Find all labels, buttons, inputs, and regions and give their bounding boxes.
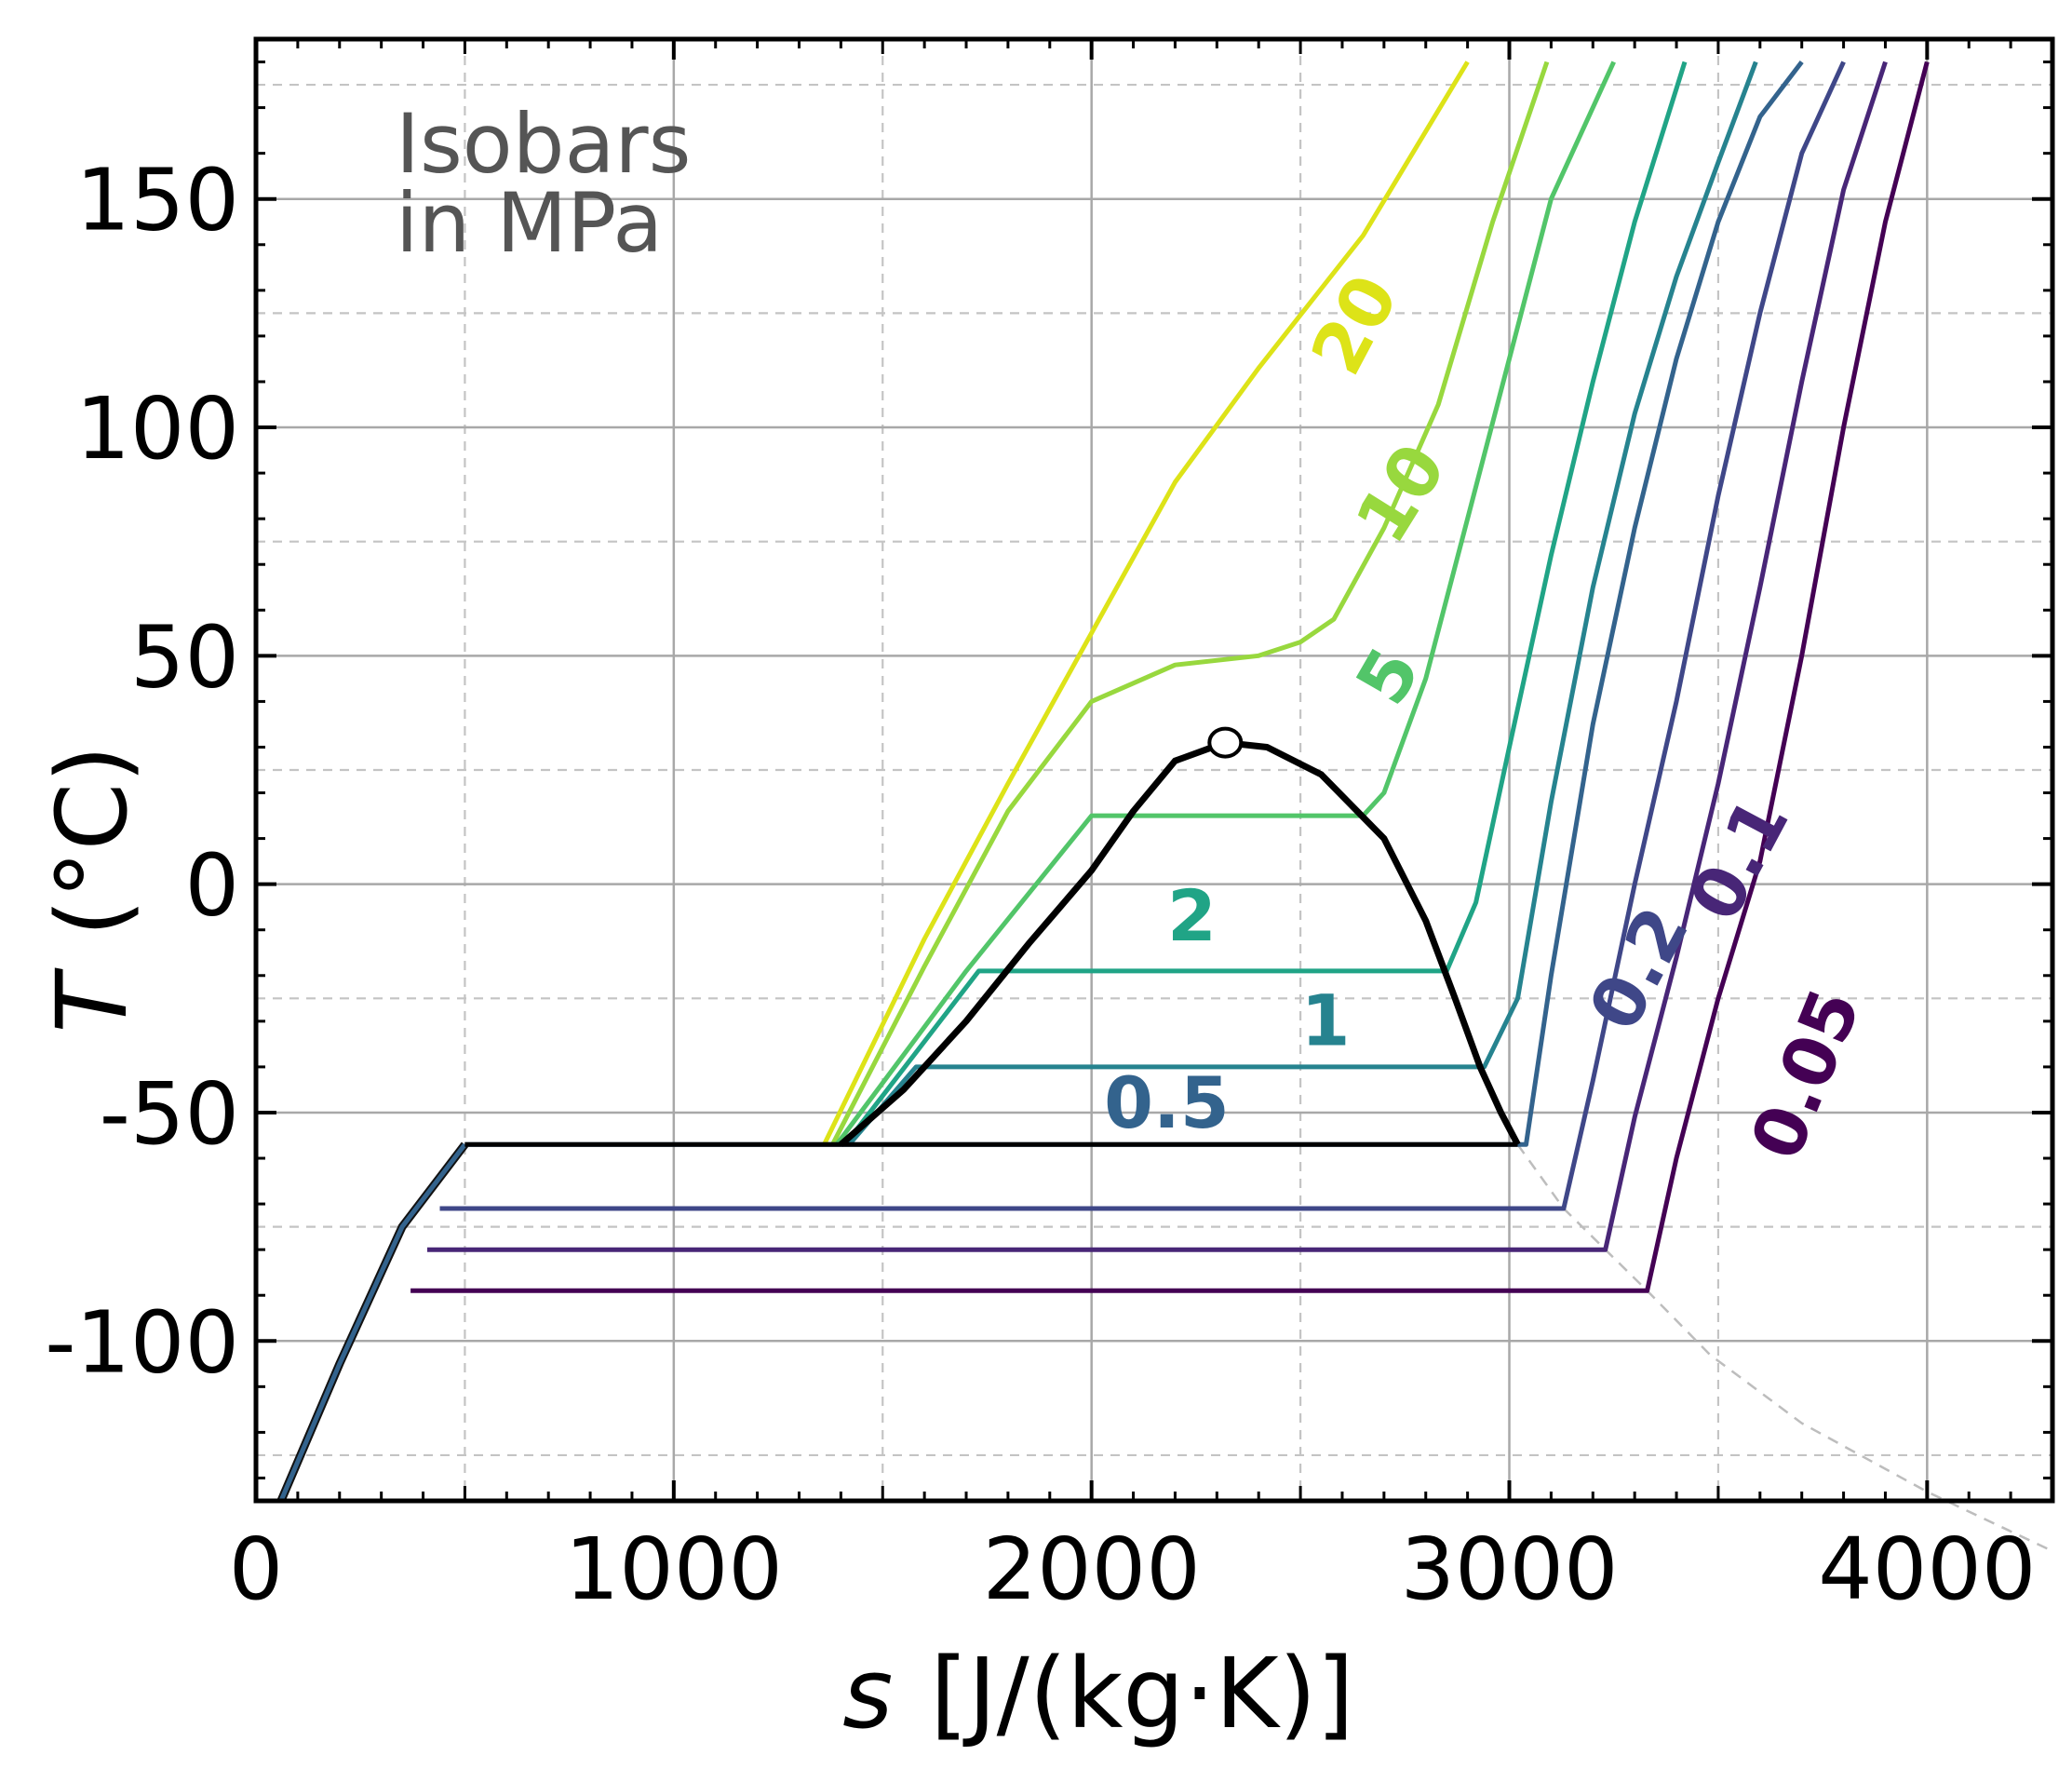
y-axis-title: T (°C)	[35, 745, 149, 1033]
isobar-line-10	[830, 61, 1550, 1146]
isobar-line-0.05	[410, 61, 1930, 1293]
x-tick-label: 0	[229, 1519, 284, 1619]
y-tick-label: -100	[45, 1292, 239, 1392]
x-tick-label: 4000	[1818, 1519, 2036, 1619]
x-axis-title: s [J/(kg·K)]	[842, 1637, 1354, 1750]
y-axis-symbol: T	[35, 967, 149, 1033]
y-tick-label: 0	[184, 836, 239, 936]
axis-ticks: 0 1000 2000 3000 4000 -100 -50 0 50 100 150	[45, 39, 2054, 1619]
saturation-dome	[276, 726, 1521, 1503]
isobar-label-0.1: 0.1	[1673, 784, 1805, 934]
isobars-note-line1: Isobars	[396, 96, 691, 192]
plot-frame	[253, 36, 2055, 1504]
isobar-line-2	[842, 61, 1688, 1146]
y-tick-label: -50	[100, 1064, 239, 1164]
isobar-series	[410, 60, 1930, 1293]
x-tick-label: 2000	[983, 1519, 1201, 1619]
melting-line	[278, 1142, 467, 1502]
isobars-note-line2: in MPa	[396, 175, 663, 271]
isobar-line-0.1	[427, 61, 1888, 1252]
isobar-label-0.5: 0.5	[1104, 1061, 1230, 1144]
isobar-line-20	[822, 61, 1470, 1146]
isobar-label-10: 10	[1339, 429, 1462, 557]
y-tick-label: 100	[75, 379, 239, 479]
isobar-label-5: 5	[1339, 634, 1436, 718]
y-tick-label: 150	[75, 151, 239, 250]
isobar-line-1	[847, 61, 1758, 1146]
grid-layer	[254, 39, 2052, 1501]
isobar-label-1: 1	[1301, 979, 1351, 1062]
y-tick-label: 50	[130, 607, 239, 707]
isobar-line-0.2	[439, 61, 1846, 1211]
x-tick-label: 3000	[1400, 1519, 1618, 1619]
x-axis-unit: [J/(kg·K)]	[930, 1637, 1354, 1750]
x-tick-label: 1000	[565, 1519, 783, 1619]
isobar-label-20: 20	[1295, 262, 1414, 387]
saturation-dome-line	[839, 739, 1521, 1147]
x-axis-symbol: s	[842, 1637, 893, 1750]
y-axis-unit: (°C)	[35, 745, 149, 937]
critical-point-marker	[1207, 726, 1244, 759]
isobar-label-2: 2	[1167, 874, 1217, 957]
isobar-line-5	[834, 61, 1616, 1146]
melting-line-outline	[276, 1141, 468, 1503]
isobar-label-0.05: 0.05	[1734, 978, 1877, 1170]
plot-border	[253, 36, 2055, 1504]
sublimation-boundary-line	[1516, 1143, 2053, 1553]
auxiliary-lines	[1516, 1143, 2053, 1553]
isobar-line-0.5	[464, 60, 1804, 1147]
